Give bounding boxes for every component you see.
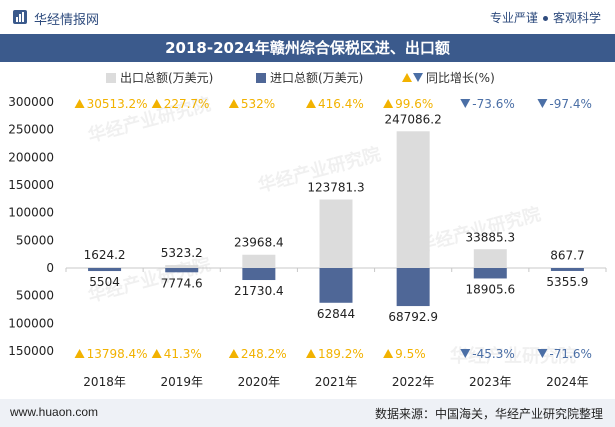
- x-category-label: 2024年: [546, 375, 589, 389]
- y-tick-label: 150000: [8, 178, 54, 192]
- y-tick-label: 50000: [16, 289, 54, 303]
- x-category-label: 2020年: [238, 375, 281, 389]
- export-growth-up-icon: [383, 99, 394, 108]
- export-value-label: 23968.4: [234, 236, 284, 250]
- import-growth-up-icon: [306, 349, 316, 358]
- export-growth-up-icon: [74, 99, 85, 108]
- y-tick-label: 100000: [8, 206, 54, 220]
- export-value-label: 867.7: [550, 249, 584, 263]
- legend-growth-down-icon: [413, 73, 423, 82]
- import-growth-up-icon: [151, 349, 162, 358]
- export-value-label: 33885.3: [465, 230, 515, 244]
- footer-url: www.huaon.com: [10, 405, 99, 419]
- y-tick-label: 150000: [8, 344, 54, 358]
- legend-export-swatch: [106, 73, 116, 83]
- import-growth-label: -71.6%: [549, 347, 591, 361]
- export-bar: [550, 267, 584, 269]
- export-bar: [396, 131, 430, 268]
- import-bar: [550, 268, 584, 271]
- top-bar: 华经情报网 专业严谨 客观科学: [0, 0, 615, 34]
- chart-title: 2018-2024年赣州综合保税区进、出口额: [165, 39, 450, 57]
- export-growth-label: 416.4%: [318, 97, 364, 111]
- export-growth-up-icon: [151, 99, 162, 108]
- export-growth-down-icon: [460, 99, 471, 108]
- export-value-label: 123781.3: [307, 181, 364, 195]
- y-tick-label: 100000: [8, 316, 54, 330]
- x-category-label: 2023年: [469, 375, 512, 389]
- import-growth-label: 189.2%: [318, 347, 364, 361]
- import-growth-label: 41.3%: [164, 347, 202, 361]
- export-growth-label: 30513.2%: [87, 97, 148, 111]
- export-growth-down-icon: [537, 99, 548, 108]
- import-growth-up-icon: [383, 349, 394, 358]
- import-value-label: 18905.6: [465, 282, 515, 296]
- import-value-label: 5504: [89, 275, 120, 289]
- export-growth-label: 99.6%: [395, 97, 433, 111]
- export-value-label: 247086.2: [385, 112, 442, 126]
- import-growth-down-icon: [537, 349, 548, 358]
- legend-export-label: 出口总额(万美元): [120, 71, 213, 85]
- legend-import-swatch: [256, 73, 266, 83]
- x-category-label: 2018年: [83, 375, 126, 389]
- y-tick-label: 300000: [8, 95, 54, 109]
- export-growth-label: -73.6%: [472, 97, 514, 111]
- tagline-left: 专业严谨: [489, 11, 538, 25]
- export-growth-label: 227.7%: [164, 97, 210, 111]
- export-growth-up-icon: [306, 99, 316, 108]
- import-growth-label: -45.3%: [472, 347, 514, 361]
- export-value-label: 5323.2: [161, 246, 203, 260]
- export-growth-label: 532%: [241, 97, 275, 111]
- export-bar: [242, 254, 276, 268]
- export-value-label: 1624.2: [84, 248, 126, 262]
- y-tick-label: 50000: [16, 233, 54, 247]
- huajing-logo-icon: [13, 10, 27, 24]
- import-growth-label: 13798.4%: [87, 347, 148, 361]
- import-growth-label: 248.2%: [241, 347, 287, 361]
- tagline-right: 客观科学: [552, 11, 601, 25]
- x-category-label: 2021年: [315, 375, 358, 389]
- import-bar: [473, 268, 507, 279]
- import-growth-up-icon: [74, 349, 85, 358]
- import-value-label: 62844: [317, 307, 355, 321]
- import-growth-label: 9.5%: [395, 347, 426, 361]
- export-bar: [165, 265, 199, 268]
- y-tick-label: 250000: [8, 123, 54, 137]
- export-growth-label: -97.4%: [549, 97, 591, 111]
- import-bar: [88, 268, 122, 272]
- site-name: 华经情报网: [34, 13, 100, 28]
- x-category-label: 2019年: [160, 375, 203, 389]
- export-growth-up-icon: [228, 99, 239, 108]
- title-bar: [0, 34, 615, 62]
- y-tick-label: 200000: [8, 150, 54, 164]
- import-growth-up-icon: [228, 349, 239, 358]
- legend-growth-label: 同比增长(%): [426, 71, 495, 85]
- tagline: 专业严谨 客观科学: [490, 9, 601, 26]
- import-growth-down-icon: [460, 349, 471, 358]
- import-value-label: 21730.4: [234, 284, 284, 298]
- legend-growth-up-icon: [402, 73, 412, 82]
- y-tick-label: 0: [46, 261, 54, 275]
- import-value-label: 5355.9: [546, 275, 588, 289]
- footer-bar: [0, 399, 615, 427]
- import-bar: [242, 268, 276, 281]
- import-bar: [165, 268, 199, 273]
- tagline-dot-icon: [542, 16, 548, 21]
- legend-import-label: 进口总额(万美元): [270, 71, 363, 85]
- export-bar: [473, 249, 507, 268]
- import-bar: [396, 268, 430, 307]
- x-category-label: 2022年: [392, 375, 435, 389]
- export-bar: [88, 267, 122, 268]
- import-value-label: 68792.9: [388, 310, 438, 324]
- import-bar: [319, 268, 353, 303]
- chart: 华经产业研究院华经产业研究院华经产业研究院华经产业研究院华经产业研究院出口总额(…: [8, 71, 607, 389]
- import-value-label: 7774.6: [161, 276, 203, 290]
- footer-source: 数据来源：中国海关，华经产业研究院整理: [374, 407, 603, 421]
- export-bar: [319, 199, 353, 268]
